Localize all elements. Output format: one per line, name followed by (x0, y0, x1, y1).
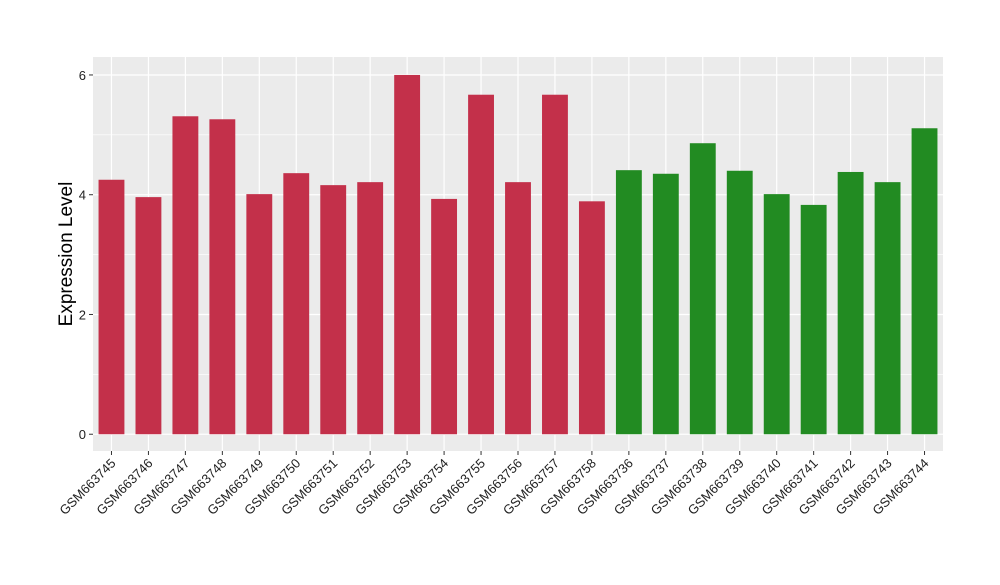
bar-GSM663737 (652, 173, 679, 435)
bar-GSM663741 (800, 204, 827, 435)
bar-GSM663747 (172, 116, 199, 435)
bar-GSM663750 (283, 173, 310, 435)
y-axis: 0 2 4 6 (79, 68, 93, 442)
bar-GSM663742 (837, 171, 864, 435)
bar-GSM663754 (431, 198, 458, 435)
y-tick-label: 4 (79, 188, 86, 203)
bar-GSM663749 (246, 194, 273, 435)
bar-GSM663755 (468, 94, 494, 435)
bar-GSM663746 (135, 197, 162, 435)
bar-GSM663744 (911, 128, 938, 435)
bar-GSM663738 (689, 143, 716, 435)
bars (98, 74, 938, 435)
bar-GSM663758 (578, 201, 605, 435)
bar-GSM663748 (209, 119, 236, 435)
bar-GSM663743 (874, 182, 901, 435)
y-tick-label: 2 (79, 307, 86, 322)
bar-GSM663753 (394, 74, 421, 435)
bar-GSM663752 (357, 182, 384, 435)
x-axis: GSM663745GSM663746GSM663747GSM663748GSM6… (56, 451, 932, 518)
bar-GSM663740 (763, 194, 790, 435)
bar-GSM663745 (98, 179, 125, 435)
bar-GSM663736 (615, 170, 642, 435)
bar-GSM663757 (542, 94, 568, 435)
y-tick-label: 6 (79, 68, 86, 83)
bar-GSM663756 (505, 182, 531, 435)
bar-GSM663751 (320, 185, 347, 435)
bar-GSM663739 (726, 170, 753, 435)
y-axis-label: Expression Level (56, 182, 77, 327)
y-tick-label: 0 (79, 427, 86, 442)
